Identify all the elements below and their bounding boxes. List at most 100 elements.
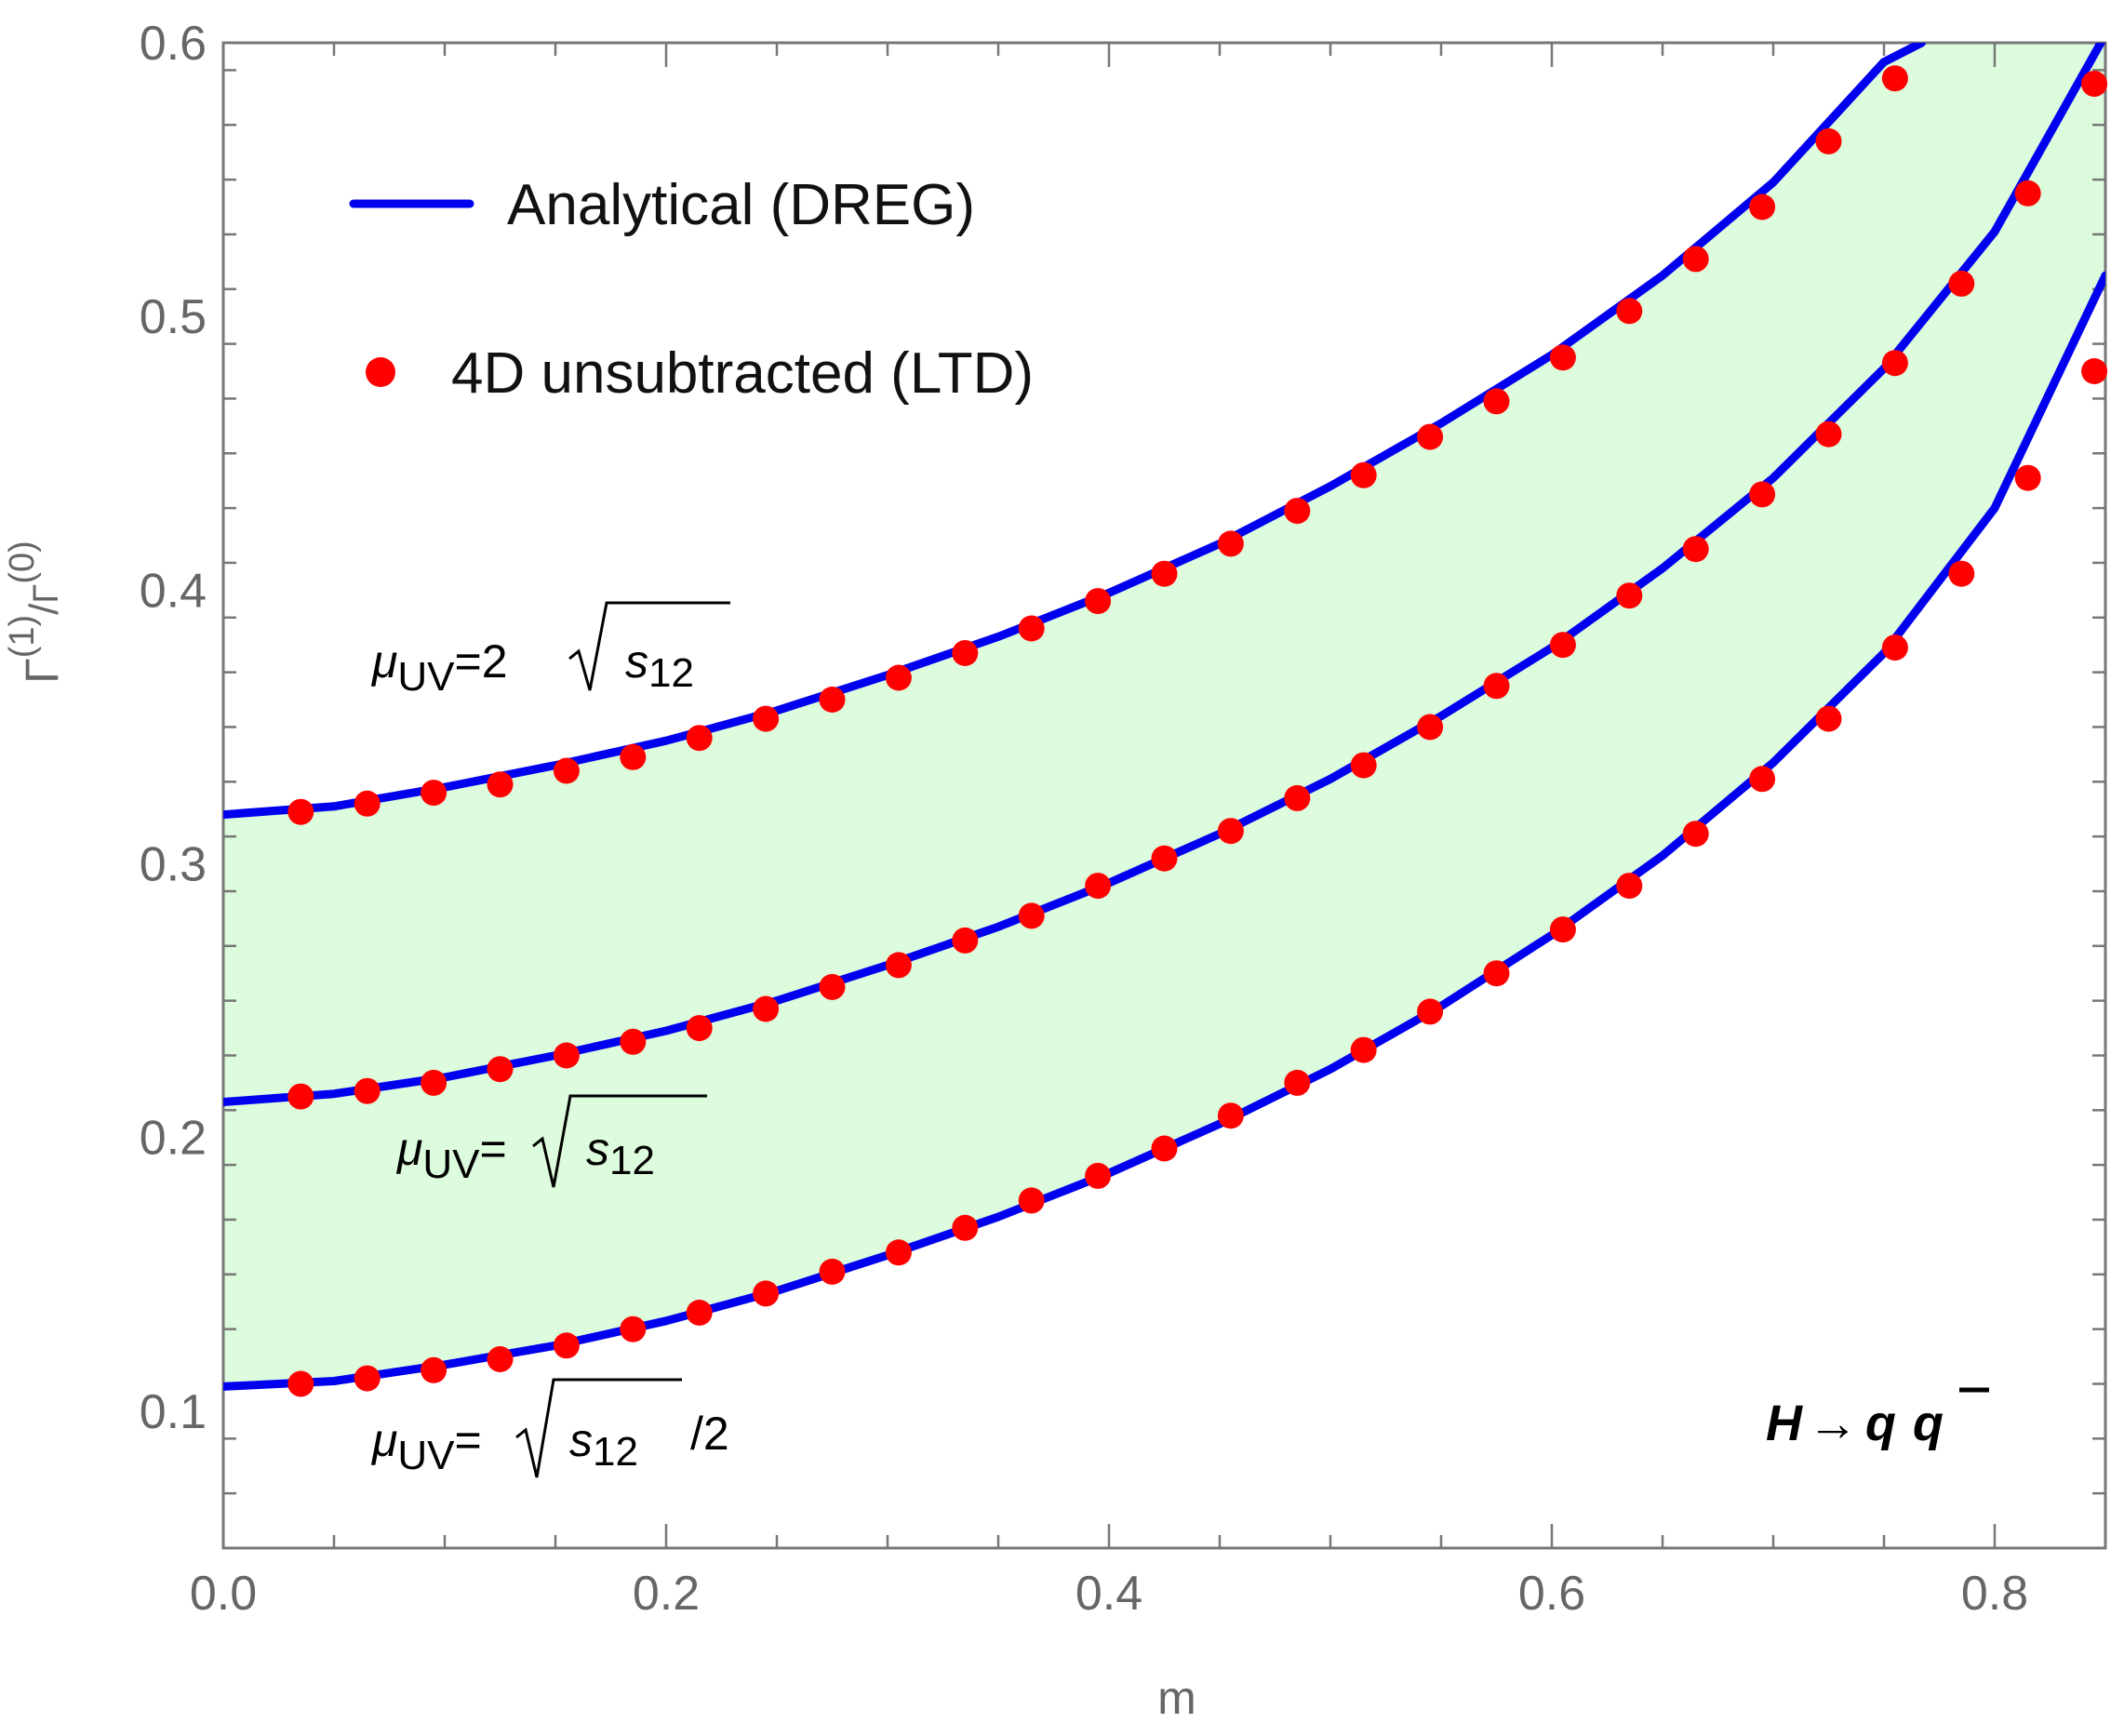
axes-frame	[221, 41, 2107, 1550]
y-tick-label: 0.6	[140, 17, 207, 71]
series-3-point	[753, 1280, 780, 1307]
annotation-mu-sqrt-s12-half: μUV= s12 /2	[370, 1378, 729, 1478]
svg-text:Γ(1)/Γ(0): Γ(1)/Γ(0)	[3, 541, 68, 684]
series-3-point	[1682, 821, 1709, 848]
series-3-point	[1151, 1135, 1178, 1162]
y-axis-title-base-2: Γ	[27, 584, 66, 604]
series-line-1	[223, 43, 1926, 820]
y-axis-title-sep: /	[21, 603, 67, 615]
series-2-point	[1549, 632, 1576, 659]
plot-frame	[221, 41, 2107, 1550]
series-3-point	[1350, 1036, 1377, 1063]
series-3-point	[1417, 998, 1444, 1025]
series-2-point	[819, 973, 846, 1000]
series-1-point	[1616, 298, 1643, 325]
y-axis-title-base: Γ	[16, 658, 68, 684]
series-1-point	[952, 640, 979, 666]
series-2-point	[287, 1083, 314, 1110]
series-3-point	[421, 1356, 448, 1383]
series-3-point	[1549, 916, 1576, 943]
series-2-point	[1350, 752, 1377, 779]
y-axis-title: Γ(1)/Γ(0)	[3, 541, 68, 684]
series-2-point	[487, 1056, 514, 1083]
series-1-point	[753, 705, 780, 732]
series-3-point	[1018, 1187, 1045, 1214]
series-2-point	[1018, 902, 1045, 929]
sqrt-sign-1	[568, 601, 730, 691]
sqrt-sign-3	[515, 1378, 682, 1478]
series-2-point	[1085, 873, 1112, 900]
series-1-point	[553, 757, 580, 784]
series-3-point	[354, 1365, 381, 1392]
series-1-point	[686, 725, 713, 752]
y-tick-label: 0.1	[140, 1385, 207, 1439]
x-axis-title: m	[1157, 1672, 1196, 1724]
series-3-point	[620, 1315, 647, 1342]
series-1-point	[1018, 615, 1045, 642]
annotation-mu-sqrt-s12: μUV= s12	[395, 1094, 707, 1188]
legend-marker-label: 4D unsubtracted (LTD)	[451, 341, 1034, 406]
series-2-point	[2081, 71, 2108, 98]
annotation-mu-2sqrt-s12: μUV=2 s12	[370, 601, 730, 700]
series-1-point	[354, 790, 381, 817]
series-1-point	[1881, 65, 1908, 92]
series-2-point	[686, 1015, 713, 1042]
svg-text:μUV=: μUV=	[395, 1123, 507, 1187]
svg-text:μUV=: μUV=	[370, 1414, 482, 1478]
series-2-point	[1682, 536, 1709, 563]
svg-text:/2: /2	[690, 1408, 729, 1460]
y-tick-label: 0.2	[140, 1112, 207, 1166]
series-3-point	[1749, 766, 1776, 793]
series-2-point	[885, 952, 912, 979]
series-3-point	[1616, 873, 1643, 900]
series-1-point	[1217, 530, 1244, 557]
series-2-point	[1284, 784, 1311, 811]
series-3-point	[1948, 560, 1975, 587]
series-3-point	[885, 1239, 912, 1266]
x-tick-label: 0.2	[633, 1567, 700, 1621]
x-tick-label: 0.8	[1961, 1567, 2028, 1621]
series-3-point	[487, 1346, 514, 1372]
svg-text:s12: s12	[625, 635, 694, 696]
series-2-point	[354, 1077, 381, 1104]
process-label: H → q q	[1766, 1387, 1989, 1451]
series-1-point	[1549, 344, 1576, 371]
series-2-point	[421, 1069, 448, 1096]
tick-label-layer: 0.1 0.2 0.3 0.4 0.5 0.6 0.0 0.2 0.4 0.6 0.8	[140, 17, 2028, 1621]
series-2-point	[1948, 270, 1975, 297]
sqrt-sign-2	[532, 1094, 707, 1188]
series-3-point	[1483, 960, 1510, 987]
series-1-point	[620, 743, 647, 770]
series-2-point	[1749, 481, 1776, 508]
legend-line-label: Analytical (DREG)	[507, 173, 975, 237]
svg-text:H→qq: H → q q	[1766, 1395, 1944, 1451]
series-3-point	[1881, 634, 1908, 661]
band-layer	[223, 43, 2105, 1387]
series-2-point	[1815, 421, 1842, 447]
series-3-point	[819, 1258, 846, 1285]
series-2-point	[952, 927, 979, 954]
x-tick-label: 0.4	[1075, 1567, 1142, 1621]
series-1-point	[1483, 388, 1510, 415]
series-1-point	[287, 798, 314, 825]
y-tick-label: 0.4	[140, 564, 207, 618]
series-3-point	[952, 1214, 979, 1241]
series-1-point	[1284, 498, 1311, 525]
svg-text:μUV=2: μUV=2	[370, 635, 508, 700]
series-3-point	[1085, 1162, 1112, 1189]
series-1-point	[885, 664, 912, 691]
point-layer	[287, 65, 2108, 1397]
legend: Analytical (DREG) 4D unsubtracted (LTD)	[349, 173, 1034, 406]
series-2-point	[1151, 845, 1178, 872]
x-tick-label: 0.0	[190, 1567, 257, 1621]
series-3-point	[1217, 1102, 1244, 1129]
x-tick-label: 0.6	[1518, 1567, 1585, 1621]
series-1-point	[1085, 588, 1112, 615]
series-2-point	[1217, 818, 1244, 845]
series-3-point	[2014, 464, 2041, 491]
series-2-point	[1417, 714, 1444, 741]
series-3-point	[1815, 705, 1842, 732]
series-2-point	[553, 1042, 580, 1069]
series-2-point	[1483, 673, 1510, 700]
